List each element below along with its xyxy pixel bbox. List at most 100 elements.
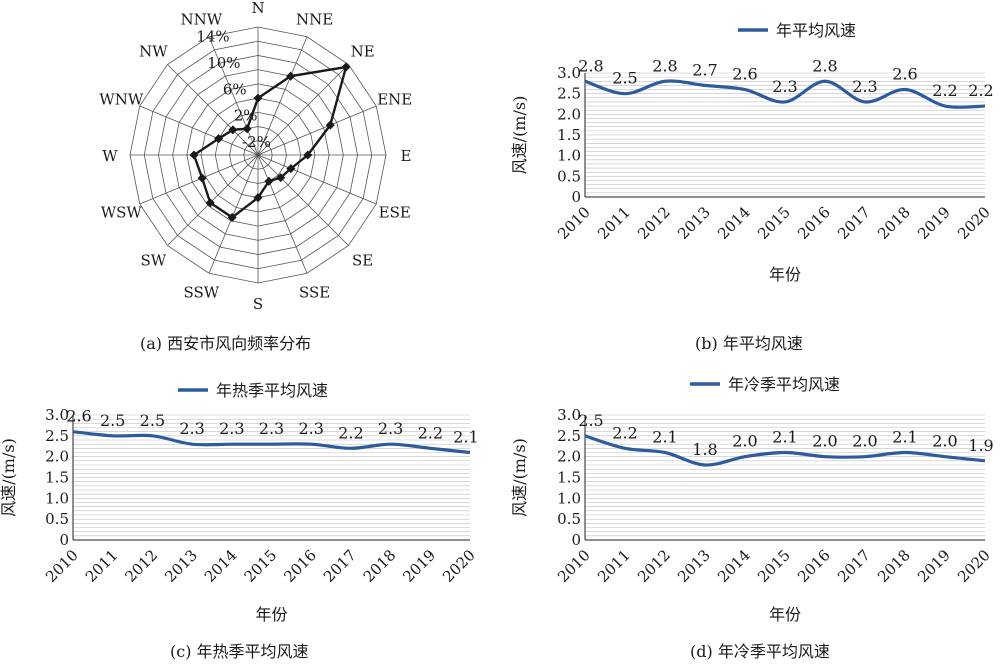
x-tick-label: 2020 — [954, 546, 994, 586]
x-tick-label: 2010 — [554, 546, 594, 586]
legend-label: 年热季平均风速 — [216, 381, 328, 400]
radar-spoke — [257, 105, 377, 156]
radar-point — [253, 193, 263, 203]
radar-point — [303, 150, 313, 160]
y-tick-label: 3.0 — [557, 406, 581, 424]
y-tick-label: 0 — [571, 188, 581, 206]
y-tick-label: 3.0 — [557, 64, 581, 82]
radar-spoke — [257, 154, 308, 274]
data-label: 2.5 — [100, 411, 125, 430]
radar-point — [341, 62, 351, 72]
x-tick-label: 2014 — [714, 546, 754, 586]
radar-spoke — [257, 36, 308, 156]
radar-point — [286, 71, 296, 81]
data-label: 2.6 — [66, 407, 91, 426]
data-label: 2.3 — [179, 419, 204, 438]
y-axis-title: 风速/(m/s) — [510, 96, 529, 175]
data-label: 2.8 — [578, 56, 603, 75]
y-tick-label: 2.0 — [557, 448, 581, 466]
radar-spoke — [139, 105, 259, 156]
data-label: 2.0 — [812, 432, 837, 451]
y-tick-label: 1.0 — [45, 489, 69, 507]
x-tick-label: 2019 — [914, 546, 954, 586]
radar-spoke — [139, 154, 259, 205]
data-label: 2.1 — [453, 428, 478, 447]
y-tick-label: 0.5 — [45, 510, 69, 528]
y-tick-label: 1.5 — [557, 126, 581, 144]
direction-label-ESE: ESE — [379, 204, 411, 222]
x-axis-title: 年份 — [255, 605, 287, 624]
y-tick-label: 1.5 — [557, 469, 581, 487]
data-label: 2.3 — [298, 419, 323, 438]
direction-label-SSE: SSE — [299, 284, 330, 302]
x-tick-label: 2017 — [834, 546, 874, 586]
data-label: 2.2 — [968, 81, 993, 100]
y-axis-title: 风速/(m/s) — [0, 438, 18, 517]
y-tick-label: 2.5 — [557, 427, 581, 445]
direction-label-WNW: WNW — [99, 90, 144, 108]
data-label: 2.6 — [732, 65, 757, 84]
caption-c: (c) 年热季平均风速 — [170, 642, 309, 661]
radar-point — [189, 150, 199, 160]
radial-tick-label: 14% — [196, 28, 229, 46]
radar-point — [242, 124, 252, 134]
radial-tick-label: -2% — [242, 133, 271, 151]
series-line — [584, 79, 986, 109]
radar-point — [228, 125, 238, 135]
y-tick-label: 2.0 — [557, 105, 581, 123]
data-label: 2.0 — [732, 432, 757, 451]
radial-tick-label: 10% — [207, 54, 240, 72]
data-label: 2.8 — [812, 56, 837, 75]
radial-tick-label: 6% — [223, 80, 247, 98]
radar-point — [197, 173, 207, 183]
caption-b: (b) 年平均风速 — [695, 334, 803, 353]
data-label: 2.0 — [932, 432, 957, 451]
y-tick-label: 2.5 — [557, 85, 581, 103]
data-label: 2.1 — [652, 428, 677, 447]
radar-point — [276, 173, 286, 183]
y-tick-label: 0.5 — [557, 167, 581, 185]
radar-spoke — [257, 154, 349, 246]
y-tick-label: 1.0 — [557, 489, 581, 507]
radar-point — [214, 134, 224, 144]
data-label: 2.6 — [892, 65, 917, 84]
x-tick-label: 2016 — [794, 546, 834, 586]
data-label: 2.0 — [852, 432, 877, 451]
direction-label-ENE: ENE — [377, 90, 412, 108]
radar-spoke — [167, 64, 259, 156]
y-axis-title: 风速/(m/s) — [510, 438, 529, 517]
direction-label-NNE: NNE — [296, 10, 333, 28]
direction-label-N: N — [251, 0, 264, 17]
data-label: 2.5 — [612, 69, 637, 88]
data-label: 2.2 — [612, 423, 637, 442]
x-axis-title: 年份 — [769, 605, 801, 624]
data-label: 2.7 — [692, 60, 717, 79]
data-label: 2.5 — [578, 411, 603, 430]
direction-label-WSW: WSW — [101, 204, 143, 222]
direction-label-NW: NW — [139, 42, 168, 60]
data-label: 1.8 — [692, 440, 717, 459]
data-label: 2.3 — [378, 419, 403, 438]
data-label: 2.3 — [219, 419, 244, 438]
y-tick-label: 1.5 — [45, 469, 69, 487]
data-label: 2.5 — [140, 411, 165, 430]
x-tick-label: 2015 — [754, 546, 794, 586]
data-label: 2.3 — [852, 77, 877, 96]
series-line — [584, 434, 986, 467]
data-label: 2.1 — [772, 428, 797, 447]
data-label: 2.2 — [418, 423, 443, 442]
x-tick-label: 2013 — [674, 546, 714, 586]
direction-label-NNW: NNW — [181, 10, 223, 28]
x-axis-title: 年份 — [769, 265, 801, 284]
y-tick-label: 0.5 — [557, 510, 581, 528]
direction-label-SSW: SSW — [184, 284, 220, 302]
legend-label: 年平均风速 — [776, 21, 856, 40]
direction-label-E: E — [401, 147, 412, 165]
direction-label-S: S — [253, 295, 263, 313]
legend-label: 年冷季平均风速 — [728, 375, 840, 394]
direction-label-SW: SW — [140, 252, 166, 270]
